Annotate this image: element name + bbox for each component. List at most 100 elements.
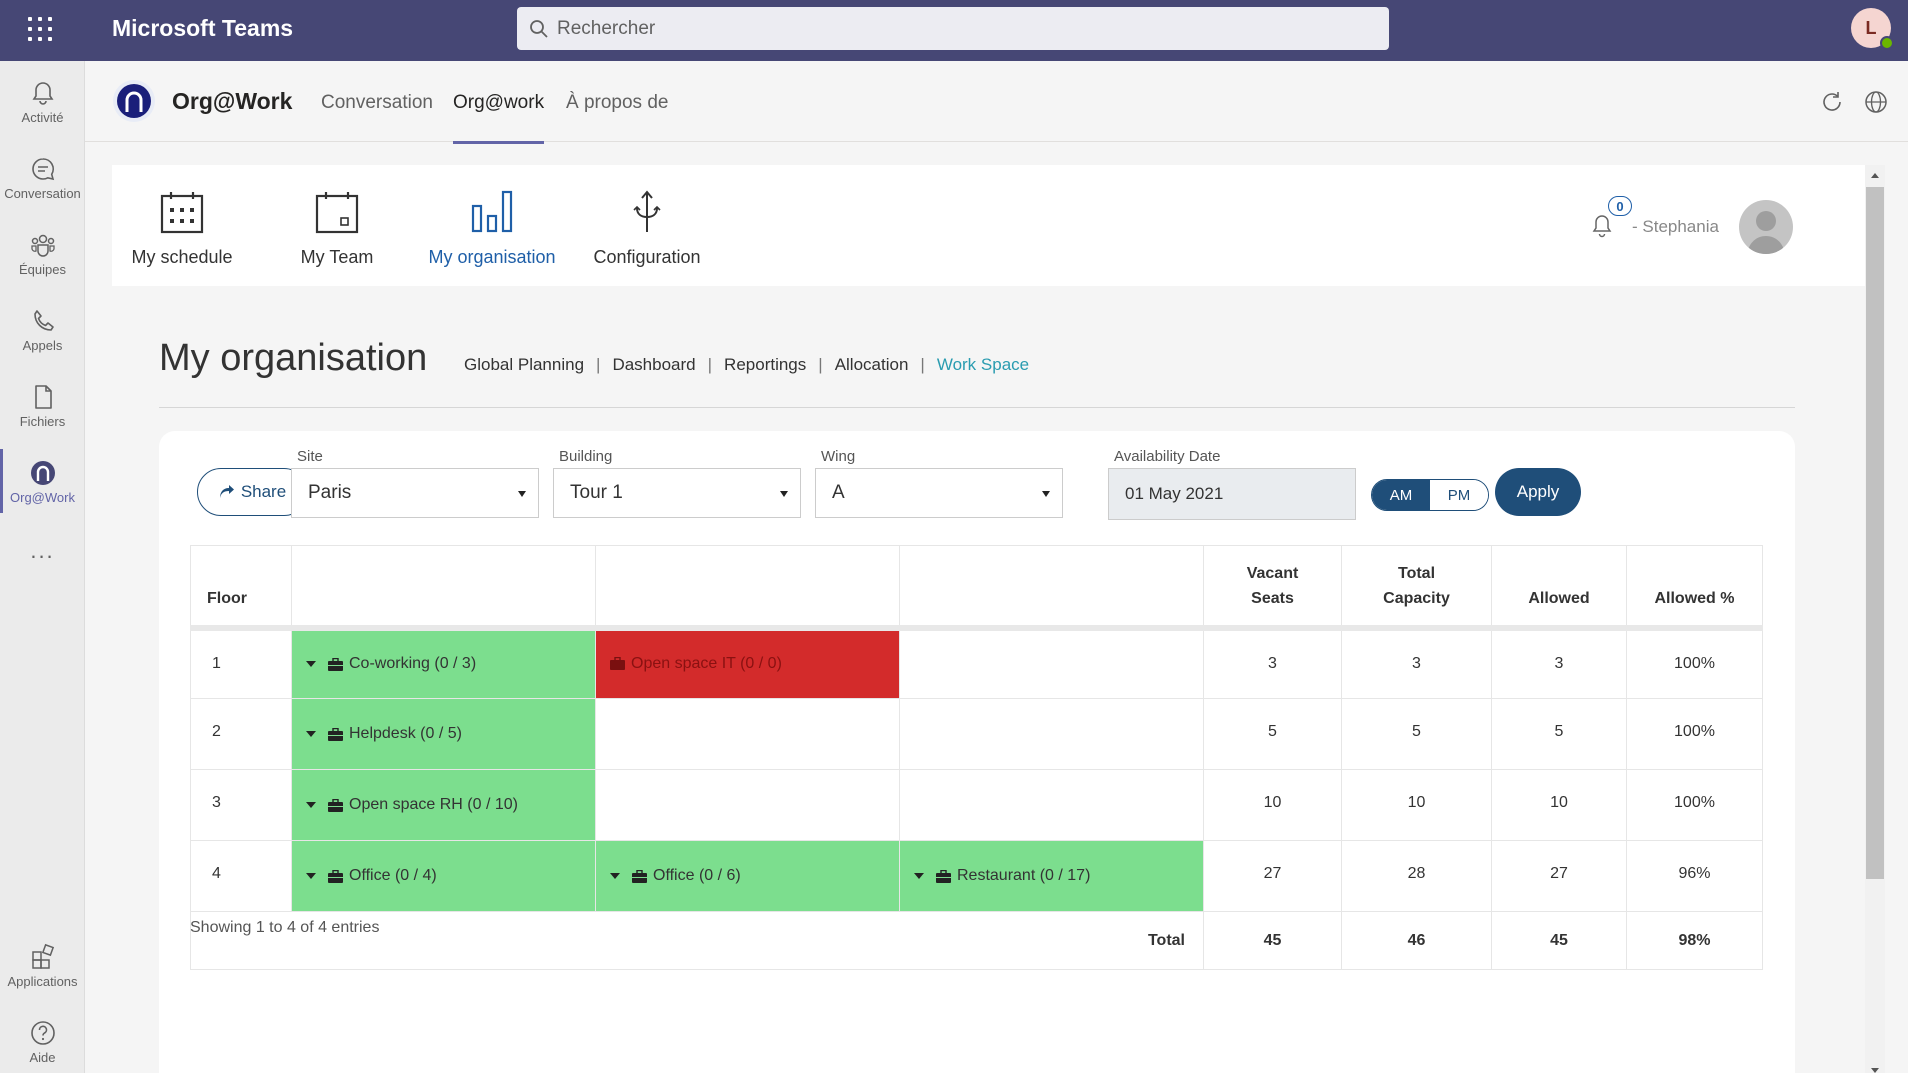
nav-my-schedule[interactable]: My schedule [112, 189, 252, 268]
search-input[interactable] [557, 17, 1357, 40]
subnav-global-planning[interactable]: Global Planning [464, 355, 585, 374]
total-label: Total [190, 911, 1204, 970]
app-header: Org@Work Conversation Org@work À propos … [85, 61, 1908, 144]
zone-label: Restaurant (0 / 17) [957, 867, 1091, 884]
caret-down-icon[interactable] [306, 661, 316, 668]
user-avatar[interactable]: L [1851, 8, 1894, 50]
scrollbar-thumb[interactable] [1866, 187, 1884, 879]
globe-icon[interactable] [1863, 89, 1889, 115]
vacant-header-line1: Vacant [1246, 564, 1299, 582]
rail-item-appels[interactable]: Appels [0, 303, 85, 373]
allowed-pct-cell: 96% [1626, 840, 1763, 912]
zone-cell[interactable]: Helpdesk (0 / 5) [291, 698, 596, 770]
caret-down-icon[interactable] [306, 802, 316, 808]
caret-down-icon[interactable] [306, 873, 316, 879]
site-label: Site [297, 448, 323, 465]
tab-orgatwork[interactable]: Org@work [453, 92, 545, 144]
zone-cell[interactable]: Restaurant (0 / 17) [899, 840, 1204, 912]
scroll-down-icon[interactable] [1871, 1068, 1879, 1073]
building-select[interactable]: Tour 1 [553, 468, 801, 518]
pm-option[interactable]: PM [1430, 480, 1488, 510]
nav-my-team[interactable]: My Team [267, 189, 407, 268]
zone-cell[interactable]: Open space RH (0 / 10) [291, 769, 596, 841]
am-option[interactable]: AM [1372, 480, 1430, 510]
rail-item-label: Org@Work [10, 490, 75, 505]
vacant-cell: 5 [1203, 698, 1342, 770]
subnav-separator: | [920, 355, 925, 374]
col-total-capacity[interactable]: Total Capacity [1341, 545, 1492, 631]
allowed-pct-cell: 100% [1626, 769, 1763, 841]
col-allowed-pct[interactable]: Allowed % [1626, 545, 1763, 631]
user-initial: L [1865, 17, 1877, 38]
phone-icon [33, 310, 54, 331]
vertical-scrollbar[interactable] [1865, 165, 1885, 1073]
scroll-up-icon[interactable] [1871, 173, 1879, 178]
nav-label: My schedule [131, 247, 233, 267]
caret-down-icon[interactable] [306, 731, 316, 737]
briefcase-icon [328, 727, 343, 741]
empty-zone-cell [899, 698, 1204, 770]
rail-item-orgatwork[interactable]: Org@Work [0, 449, 85, 525]
zone-label: Open space RH (0 / 10) [349, 796, 518, 813]
notification-count-badge: 0 [1608, 196, 1632, 216]
col-floor[interactable]: Floor [190, 545, 292, 631]
search-bar[interactable] [517, 7, 1389, 50]
search-icon [530, 19, 548, 38]
app-launcher-icon[interactable] [28, 17, 52, 41]
capacity-cell: 3 [1341, 627, 1492, 699]
caret-down-icon[interactable] [610, 873, 620, 879]
apply-button[interactable]: Apply [1495, 468, 1581, 516]
subnav-allocation[interactable]: Allocation [834, 355, 909, 374]
apps-icon [31, 943, 54, 969]
share-label: Share [240, 482, 287, 501]
file-icon [34, 385, 52, 409]
user-name: - Stephania [1632, 217, 1719, 236]
zone-cell[interactable]: Office (0 / 6) [595, 840, 900, 912]
rail-item-conversation[interactable]: Conversation [0, 151, 85, 221]
rail-item-fichiers[interactable]: Fichiers [0, 379, 85, 449]
rail-item-label: Appels [22, 338, 63, 353]
rail-item-activite[interactable]: Activité [0, 75, 85, 145]
tab-a-propos[interactable]: À propos de [566, 92, 669, 113]
floor-cell: 2 [190, 698, 292, 770]
zone-cell[interactable]: Co-working (0 / 3) [291, 627, 596, 699]
capacity-cell: 28 [1341, 840, 1492, 912]
nav-my-organisation[interactable]: My organisation [422, 189, 562, 268]
subnav-work-space[interactable]: Work Space [936, 355, 1030, 374]
table-row: 4 Office (0 / 4) Office (0 / 6) Restaura… [190, 840, 1763, 912]
bar-chart-icon [471, 190, 513, 233]
teams-icon [30, 234, 55, 257]
building-value: Tour 1 [570, 482, 623, 503]
notifications[interactable]: 0 [1590, 196, 1632, 244]
col-allowed[interactable]: Allowed [1491, 545, 1627, 631]
subnav-separator: | [707, 355, 713, 374]
empty-zone-cell [899, 627, 1204, 699]
subnav-reportings[interactable]: Reportings [724, 355, 807, 374]
rail-item-label: Fichiers [19, 414, 66, 429]
nav-configuration[interactable]: Configuration [577, 189, 717, 268]
empty-zone-cell [899, 769, 1204, 841]
allowed-cell: 10 [1491, 769, 1627, 841]
zone-cell[interactable]: Office (0 / 4) [291, 840, 596, 912]
vacant-cell: 27 [1203, 840, 1342, 912]
site-select[interactable]: Paris [291, 468, 539, 518]
caret-down-icon[interactable] [914, 873, 924, 879]
more-apps-button[interactable]: ... [30, 538, 55, 563]
rail-item-aide[interactable]: Aide [0, 1015, 85, 1073]
orgatwork-logo [113, 80, 155, 122]
wing-select[interactable]: A [815, 468, 1063, 518]
caret-down-icon [518, 491, 526, 497]
tab-conversation[interactable]: Conversation [321, 92, 433, 113]
col-vacant-seats[interactable]: Vacant Seats [1203, 545, 1342, 631]
total-allowed-pct: 98% [1626, 911, 1763, 970]
profile-picture[interactable] [1739, 200, 1793, 254]
refresh-icon[interactable] [1819, 89, 1845, 115]
zone-cell[interactable]: Open space IT (0 / 0) [595, 627, 900, 699]
availability-date-input[interactable]: 01 May 2021 [1108, 468, 1356, 520]
rail-item-applications[interactable]: Applications [0, 939, 85, 1009]
rail-item-equipes[interactable]: Équipes [0, 227, 85, 297]
app-name: Org@Work [172, 88, 293, 114]
subnav-dashboard[interactable]: Dashboard [612, 355, 696, 374]
share-button[interactable]: Share [197, 468, 308, 516]
zone-label: Office (0 / 6) [653, 867, 741, 884]
